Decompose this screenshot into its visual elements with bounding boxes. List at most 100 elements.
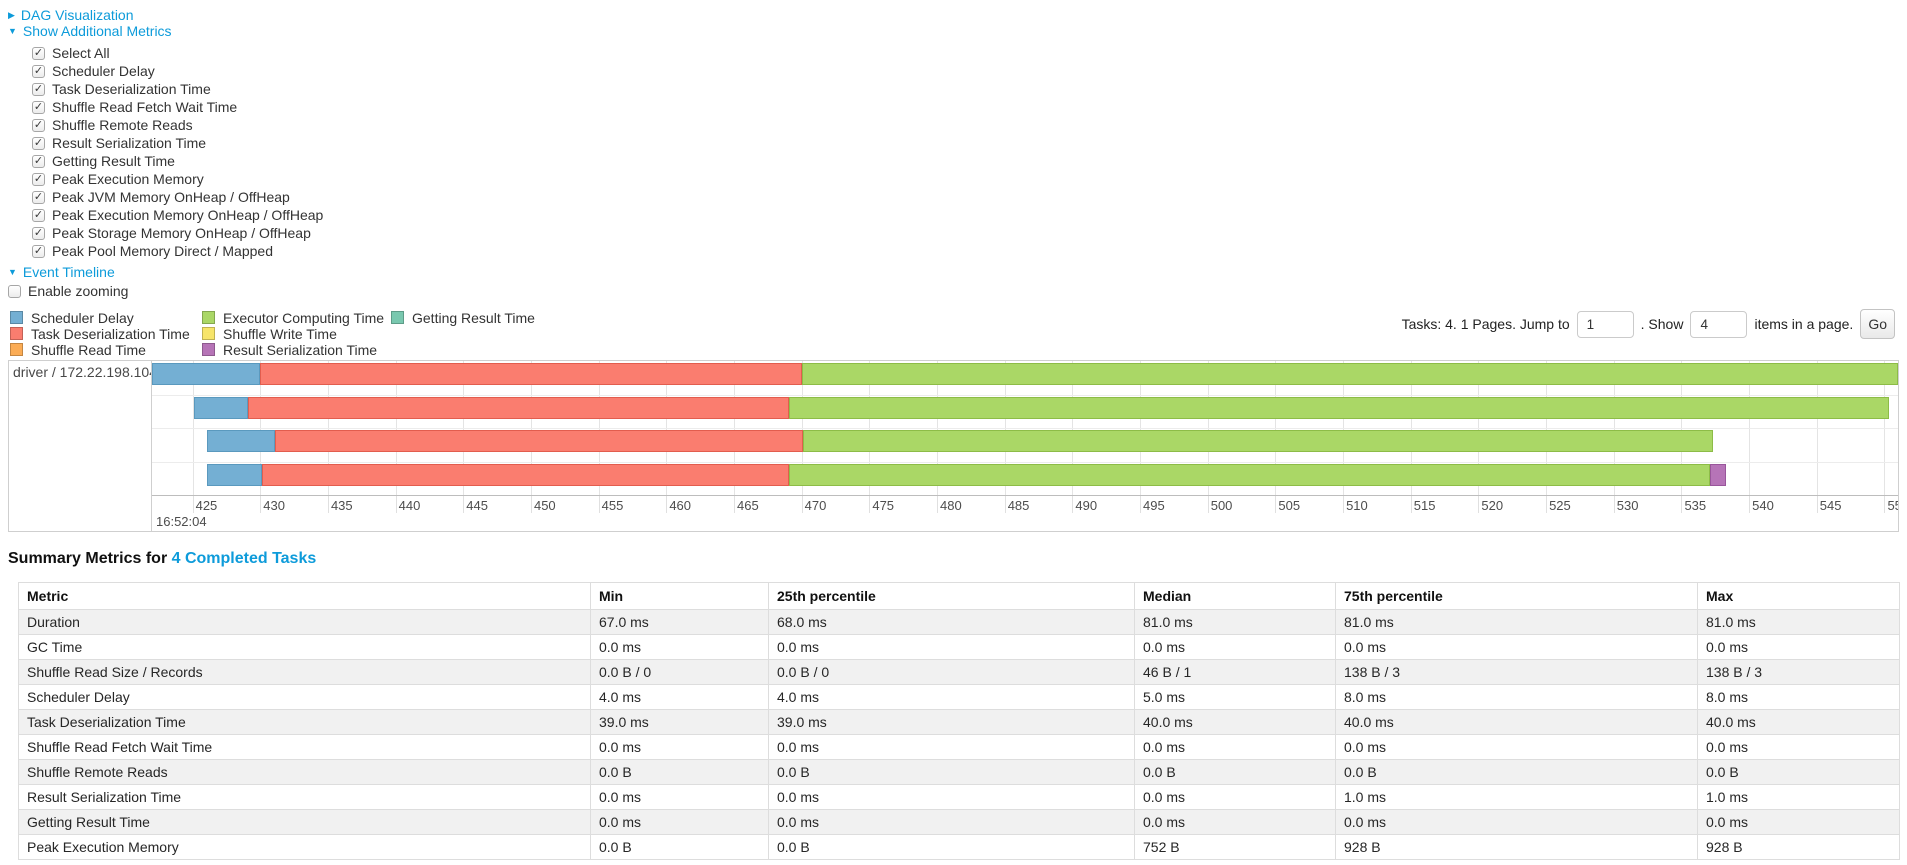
metrics-checkbox-list: Select All Scheduler Delay Task Deserializ…: [32, 44, 1907, 260]
getting-result-time-swatch-icon: [391, 311, 404, 324]
metric-checkbox-item[interactable]: Peak Storage Memory OnHeap / OffHeap: [32, 224, 1907, 242]
items-per-page-input[interactable]: [1690, 310, 1748, 338]
table-cell: Shuffle Read Fetch Wait Time: [18, 734, 591, 760]
task-row: [152, 428, 1898, 462]
table-cell: 0.0 B: [1134, 759, 1336, 785]
tick-mark: [1478, 496, 1480, 513]
checkbox-checked-icon[interactable]: [32, 226, 45, 240]
tick-label: 480: [940, 498, 962, 513]
event-timeline-toggle[interactable]: ▼ Event Timeline: [8, 264, 115, 280]
tick-mark: [260, 496, 262, 513]
checkbox-checked-icon[interactable]: [32, 100, 45, 114]
metric-checkbox-item[interactable]: Getting Result Time: [32, 152, 1907, 170]
table-row: Scheduler Delay 4.0 ms 4.0 ms 5.0 ms 8.0 ms 8…: [18, 684, 1900, 710]
table-cell: Duration: [18, 609, 591, 635]
jump-to-page-input[interactable]: [1576, 310, 1634, 338]
task-0-task-deserialization-time-bar: [260, 363, 802, 385]
table-cell: 928 B: [1697, 834, 1900, 860]
tick-mark: [1410, 496, 1412, 513]
row-separator: [152, 428, 1898, 429]
column-header: 25th percentile: [768, 582, 1135, 610]
row-separator: [152, 462, 1898, 463]
table-cell: 0.0 B: [1335, 759, 1698, 785]
metric-checkbox-item[interactable]: Shuffle Remote Reads: [32, 116, 1907, 134]
task-1-scheduler-delay-bar: [193, 397, 249, 419]
task-3-result-serialization-time-bar: [1709, 464, 1727, 486]
table-cell: Shuffle Read Size / Records: [18, 659, 591, 685]
dag-visualization-toggle[interactable]: ▶ DAG Visualization: [8, 6, 134, 23]
table-row: Duration 67.0 ms 68.0 ms 81.0 ms 81.0 ms 81.0…: [18, 609, 1900, 635]
tick-mark: [1207, 496, 1209, 513]
tick-label: 520: [1481, 498, 1504, 513]
table-row: Task Deserialization Time 39.0 ms 39.0 ms 4…: [18, 709, 1900, 735]
summary-title-prefix: Summary Metrics for: [8, 550, 172, 567]
task-deserialization-time-swatch-icon: [10, 327, 23, 340]
timeline-plot: [152, 361, 1898, 495]
tick-label: 535: [1684, 498, 1707, 513]
task-0-executor-computing-time-bar: [801, 363, 1898, 385]
tick-label: 435: [330, 498, 353, 513]
tick-mark: [1884, 496, 1886, 513]
table-cell: Shuffle Remote Reads: [18, 759, 591, 785]
show-additional-metrics-toggle[interactable]: ▼ Show Additional Metrics: [8, 23, 172, 39]
metric-checkbox-item[interactable]: Shuffle Read Fetch Wait Time: [32, 98, 1907, 116]
table-cell: 4.0 ms: [768, 684, 1135, 710]
chevron-down-icon: ▼: [8, 266, 17, 277]
table-cell: 0.0 B / 0: [590, 659, 769, 685]
tick-mark: [1343, 496, 1345, 513]
tick-label: 500: [1210, 498, 1233, 513]
table-cell: 0.0 ms: [590, 809, 769, 835]
dag-visualization-label: DAG Visualization: [20, 6, 134, 23]
legend-item: Shuffle Read Time: [10, 341, 202, 358]
table-cell: 8.0 ms: [1697, 684, 1900, 710]
checkbox-checked-icon[interactable]: [32, 172, 45, 186]
tick-mark: [1140, 496, 1142, 513]
checkbox-checked-icon[interactable]: [32, 190, 45, 204]
metric-checkbox-item[interactable]: Peak Execution Memory OnHeap / OffHeap: [32, 206, 1907, 224]
task-2-executor-computing-time-bar: [803, 430, 1713, 452]
checkbox-checked-icon[interactable]: [32, 136, 45, 150]
legend-label: Shuffle Read Time: [31, 341, 146, 358]
stage-controls: ▶ DAG Visualization ▼ Show Additional Me…: [0, 0, 1907, 300]
checkbox-checked-icon[interactable]: [32, 208, 45, 222]
tick-label: 530: [1616, 498, 1639, 513]
task-row: [152, 462, 1898, 496]
metric-checkbox-item[interactable]: Peak JVM Memory OnHeap / OffHeap: [32, 188, 1907, 206]
metric-checkbox-item[interactable]: Result Serialization Time: [32, 134, 1907, 152]
checkbox-checked-icon[interactable]: [32, 244, 45, 258]
legend-label: Executor Computing Time: [223, 309, 385, 326]
axis-major-label: 16:52:04: [156, 514, 207, 529]
metric-checkbox-item[interactable]: Select All: [32, 44, 1907, 62]
table-cell: 5.0 ms: [1134, 684, 1336, 710]
table-cell: 81.0 ms: [1134, 609, 1336, 635]
completed-tasks-link[interactable]: 4 Completed Tasks: [171, 550, 317, 567]
tick-label: 525: [1549, 498, 1571, 513]
table-cell: Getting Result Time: [18, 809, 591, 835]
metric-checkbox-item[interactable]: Task Deserialization Time: [32, 80, 1907, 98]
enable-zooming-row[interactable]: Enable zooming: [8, 282, 1907, 300]
task-1-task-deserialization-time-bar: [248, 397, 790, 419]
table-row: Shuffle Read Size / Records 0.0 B / 0 0.0 …: [18, 659, 1900, 685]
metric-checkbox-item[interactable]: Peak Pool Memory Direct / Mapped: [32, 242, 1907, 260]
checkbox-checked-icon[interactable]: [32, 46, 45, 60]
tick-label: 550: [1887, 498, 1898, 513]
checkbox-unchecked-icon[interactable]: [8, 284, 21, 298]
tick-label: 455: [601, 498, 624, 513]
metric-checkbox-item[interactable]: Scheduler Delay: [32, 62, 1907, 80]
checkbox-checked-icon[interactable]: [32, 82, 45, 96]
checkbox-checked-icon[interactable]: [32, 118, 45, 132]
task-0-scheduler-delay-bar: [152, 363, 261, 385]
tick-mark: [463, 496, 465, 513]
summary-metrics-section: Summary Metrics for 4 Completed Tasks Me…: [8, 550, 1907, 860]
checkbox-checked-icon[interactable]: [32, 154, 45, 168]
table-cell: 4.0 ms: [590, 684, 769, 710]
checkbox-checked-icon[interactable]: [32, 64, 45, 78]
go-button[interactable]: Go: [1860, 309, 1895, 339]
tick-mark: [801, 496, 803, 513]
metric-checkbox-item[interactable]: Peak Execution Memory: [32, 170, 1907, 188]
legend-label: Shuffle Write Time: [223, 325, 337, 342]
tick-mark: [1749, 496, 1751, 513]
table-cell: 67.0 ms: [590, 609, 769, 635]
legend-item: Shuffle Write Time: [202, 325, 391, 342]
scheduler-delay-swatch-icon: [10, 311, 23, 324]
